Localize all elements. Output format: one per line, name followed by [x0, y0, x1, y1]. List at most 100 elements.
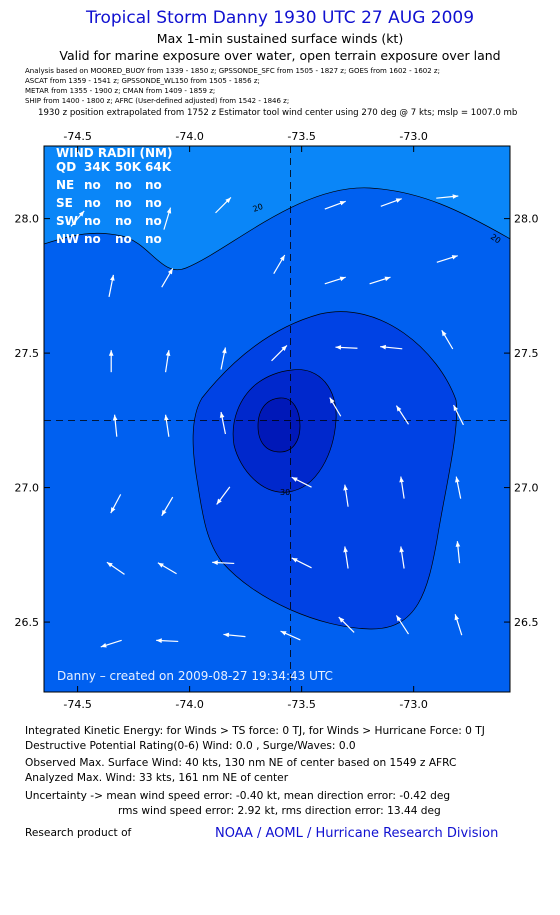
credit-link[interactable]: NOAA / AOML / Hurricane Research Divisio…: [215, 826, 499, 841]
wind-vector: [455, 541, 461, 564]
analysis-sources-line-2: ASCAT from 1359 - 1541 z; GPSSONDE_WL150…: [25, 77, 260, 85]
wind-vector: [452, 404, 464, 426]
wind-radii-header-cell: QD: [56, 160, 76, 174]
wind-radii-cell: no: [145, 232, 162, 246]
wind-vector: [108, 350, 114, 373]
wind-radii-cell: no: [115, 196, 132, 210]
wind-vector: [156, 638, 179, 643]
wind-vector: [219, 411, 227, 435]
y-tick-label-left: 27.0: [15, 482, 40, 495]
contour-label: 20: [252, 202, 265, 214]
x-tick-label-top: -73.5: [287, 130, 315, 143]
wind-vector: [273, 254, 286, 274]
ike-line: Integrated Kinetic Energy: for Winds > T…: [25, 725, 485, 737]
x-tick-label-bottom: -73.0: [399, 698, 427, 711]
wind-radii-cell: no: [115, 232, 132, 246]
position-note: 1930 z position extrapolated from 1752 z…: [38, 108, 518, 118]
chart-title: Tropical Storm Danny 1930 UTC 27 AUG 200…: [85, 8, 475, 28]
wind-radii-cell: NW: [56, 232, 79, 246]
wind-vector: [215, 197, 232, 214]
wind-vector: [108, 274, 115, 297]
wind-vector: [324, 200, 346, 210]
wind-vector: [329, 397, 342, 417]
contour-label: 30: [280, 488, 290, 497]
y-tick-label-left: 27.5: [15, 347, 40, 360]
wind-radii-cell: no: [145, 178, 162, 192]
wind-radii-header-cell: 64K: [145, 160, 172, 174]
wind-vector: [112, 414, 118, 437]
wind-vector: [454, 614, 463, 636]
wind-vector: [271, 344, 288, 362]
analyzed-max-line: Analyzed Max. Wind: 33 kts, 161 nm NE of…: [25, 772, 289, 784]
x-tick-label-bottom: -73.5: [287, 698, 315, 711]
x-tick-label-bottom: -74.5: [63, 698, 91, 711]
wind-vector: [338, 616, 355, 633]
wind-vector: [395, 405, 410, 425]
x-tick-label-bottom: -74.0: [175, 698, 203, 711]
wind-vector: [343, 484, 349, 507]
wind-radii-header-cell: 50K: [115, 160, 142, 174]
wind-vector: [291, 476, 312, 488]
y-tick-label-right: 27.5: [514, 347, 539, 360]
wind-vector: [395, 615, 410, 635]
wind-radii-cell: no: [84, 232, 101, 246]
wind-vector: [161, 268, 174, 288]
x-tick-label-top: -74.0: [175, 130, 203, 143]
wind-radii-cell: no: [115, 214, 132, 228]
uncertainty-line-1: Uncertainty -> mean wind speed error: -0…: [25, 790, 451, 802]
creation-stamp: Danny – created on 2009-08-27 19:34:43 U…: [57, 669, 333, 683]
wind-radii-cell: no: [84, 196, 101, 210]
wind-vector: [369, 276, 391, 285]
y-tick-label-right: 28.0: [514, 213, 539, 226]
wind-vector: [106, 561, 125, 575]
wind-vector: [343, 546, 349, 569]
y-tick-label-right: 27.0: [514, 482, 539, 495]
wind-radii-title: WIND RADII (NM): [56, 146, 172, 160]
wind-vector: [110, 494, 122, 514]
x-tick-label-top: -73.0: [399, 130, 427, 143]
chart-subtitle-exposure: Valid for marine exposure over water, op…: [59, 48, 501, 63]
wind-radii-cell: no: [145, 196, 162, 210]
contour-max: [257, 397, 301, 453]
y-tick-label-left: 26.5: [15, 616, 40, 629]
contour-25kt: [192, 311, 457, 630]
wind-vector: [164, 350, 171, 373]
wind-vector: [399, 546, 405, 569]
wind-vector: [291, 557, 312, 569]
y-tick-label-left: 28.0: [15, 213, 40, 226]
wind-radii-cell: no: [84, 214, 101, 228]
wind-radii-cell: no: [145, 214, 162, 228]
wind-vector: [335, 345, 358, 350]
wind-vector: [223, 632, 246, 638]
wind-radii-cell: SE: [56, 196, 73, 210]
wind-radii-cell: no: [84, 178, 101, 192]
wind-vector: [280, 630, 301, 641]
wind-vector: [399, 476, 405, 499]
dpr-line: Destructive Potential Rating(0-6) Wind: …: [25, 740, 356, 752]
wind-vector: [161, 496, 174, 517]
wind-band-max-core: [258, 397, 300, 452]
wind-radii-header-cell: 34K: [84, 160, 111, 174]
wind-vector: [436, 194, 459, 199]
analysis-sources-line-4: SHIP from 1400 - 1800 z; AFRC (User-defi…: [25, 97, 290, 105]
wind-vector: [436, 255, 458, 263]
contour-20kt: [44, 187, 510, 271]
x-tick-label-top: -74.5: [63, 130, 91, 143]
wind-vector: [324, 276, 346, 285]
wind-vector: [100, 639, 122, 648]
wind-vector: [163, 207, 172, 230]
observed-max-line: Observed Max. Surface Wind: 40 kts, 130 …: [25, 757, 457, 769]
wind-vector: [70, 210, 85, 227]
wind-vector: [455, 476, 462, 499]
wind-vector: [212, 560, 235, 565]
wind-radii-cell: SW: [56, 214, 78, 228]
wind-radii-cell: no: [115, 178, 132, 192]
analysis-sources-line-3: METAR from 1355 - 1900 z; CMAN from 1409…: [25, 87, 216, 95]
research-product-label: Research product of: [25, 827, 132, 839]
wind-vector: [164, 414, 170, 437]
wind-radii-cell: NE: [56, 178, 74, 192]
uncertainty-line-2: rms wind speed error: 2.92 kt, rms direc…: [118, 805, 441, 817]
wind-vector: [380, 198, 402, 207]
